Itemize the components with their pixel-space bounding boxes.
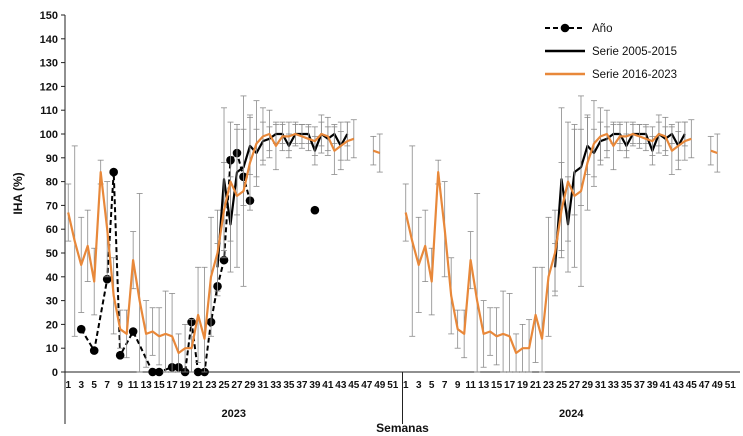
x-tick-label: 13: [141, 380, 153, 391]
data-point: [89, 346, 99, 355]
x-tick-label: 45: [348, 380, 360, 391]
x-tick-label: 33: [608, 380, 620, 391]
x-axis-title: Semanas: [376, 421, 429, 435]
x-tick-label: 1: [403, 380, 409, 391]
y-tick-label: 90: [46, 153, 58, 165]
x-tick-label: 7: [442, 380, 448, 391]
y-tick-label: 0: [52, 367, 58, 379]
x-tick-label: 25: [556, 380, 568, 391]
x-tick-label: 11: [128, 380, 139, 391]
x-tick-label: 25: [218, 380, 230, 391]
series-line: [80, 152, 251, 373]
x-tick-label: 29: [244, 380, 256, 391]
x-tick-label: 11: [465, 380, 476, 391]
y-tick-label: 10: [46, 343, 58, 355]
x-tick-label: 27: [569, 380, 581, 391]
x-tick-label: 29: [582, 380, 594, 391]
x-tick-label: 1: [65, 380, 71, 391]
x-tick-label: 33: [270, 380, 282, 391]
x-tick-label: 23: [543, 380, 555, 391]
x-tick-label: 13: [478, 380, 490, 391]
x-tick-label: 17: [167, 380, 179, 391]
x-tick-label: 31: [257, 380, 269, 391]
legend-label: Serie 2005-2015: [592, 46, 677, 58]
y-tick-label: 130: [40, 58, 58, 70]
x-tick-label: 43: [335, 380, 347, 391]
legend-marker: [560, 23, 570, 33]
y-tick-label: 100: [40, 129, 58, 141]
x-tick-label: 49: [712, 380, 724, 391]
series-line: [404, 132, 692, 355]
x-tick-label: 47: [699, 380, 711, 391]
y-tick-label: 30: [46, 296, 58, 308]
x-tick-label: 7: [104, 380, 110, 391]
x-tick-label: 27: [231, 380, 243, 391]
x-tick-label: 23: [205, 380, 217, 391]
data-point: [310, 205, 320, 215]
x-tick-label: 17: [504, 380, 516, 391]
x-tick-label: 19: [180, 380, 192, 391]
series-line: [710, 149, 718, 155]
x-tick-label: 49: [374, 380, 386, 391]
legend-label: Serie 2016-2023: [592, 69, 677, 81]
data-point: [193, 367, 203, 377]
y-tick-label: 150: [40, 10, 58, 22]
x-tick-label: 35: [283, 380, 295, 391]
x-tick-label: 51: [725, 380, 737, 391]
y-tick-label: 60: [46, 224, 58, 236]
x-tick-label: 37: [634, 380, 646, 391]
panel-label: 2024: [559, 408, 584, 420]
x-tick-label: 3: [416, 380, 422, 391]
x-tick-label: 39: [309, 380, 321, 391]
data-point: [128, 327, 138, 336]
x-tick-label: 41: [322, 380, 334, 391]
x-tick-label: 9: [117, 380, 123, 391]
x-tick-label: 15: [491, 380, 503, 391]
y-tick-label: 140: [40, 34, 58, 46]
y-tick-label: 120: [40, 81, 58, 93]
y-tick-label: 50: [46, 248, 58, 260]
x-tick-label: 9: [455, 380, 461, 391]
x-tick-label: 45: [686, 380, 698, 391]
data-point: [148, 367, 157, 377]
x-tick-label: 51: [387, 380, 399, 391]
series-line: [67, 132, 355, 355]
series-line: [372, 149, 381, 155]
y-tick-label: 40: [46, 272, 58, 284]
x-tick-label: 35: [621, 380, 633, 391]
x-tick-label: 39: [647, 380, 659, 391]
data-point: [109, 167, 118, 177]
data-point: [115, 351, 125, 360]
y-tick-label: 80: [46, 177, 58, 189]
x-tick-label: 3: [78, 380, 84, 391]
y-tick-label: 110: [40, 105, 58, 117]
x-tick-label: 15: [154, 380, 166, 391]
x-tick-label: 21: [192, 380, 204, 391]
x-tick-label: 5: [429, 380, 435, 391]
x-tick-label: 47: [361, 380, 373, 391]
y-tick-label: 20: [46, 319, 58, 331]
legend-label: Año: [592, 23, 612, 35]
y-tick-label: 70: [46, 200, 58, 212]
y-axis-title: IHA (%): [11, 172, 25, 214]
x-tick-label: 37: [296, 380, 308, 391]
panel-label: 2023: [222, 408, 246, 420]
data-point: [76, 324, 86, 334]
x-tick-label: 21: [530, 380, 542, 391]
x-tick-label: 5: [91, 380, 97, 391]
x-tick-label: 43: [673, 380, 685, 391]
x-tick-label: 31: [595, 380, 607, 391]
x-tick-label: 41: [660, 380, 672, 391]
x-tick-label: 19: [517, 380, 529, 391]
data-point: [154, 367, 164, 377]
